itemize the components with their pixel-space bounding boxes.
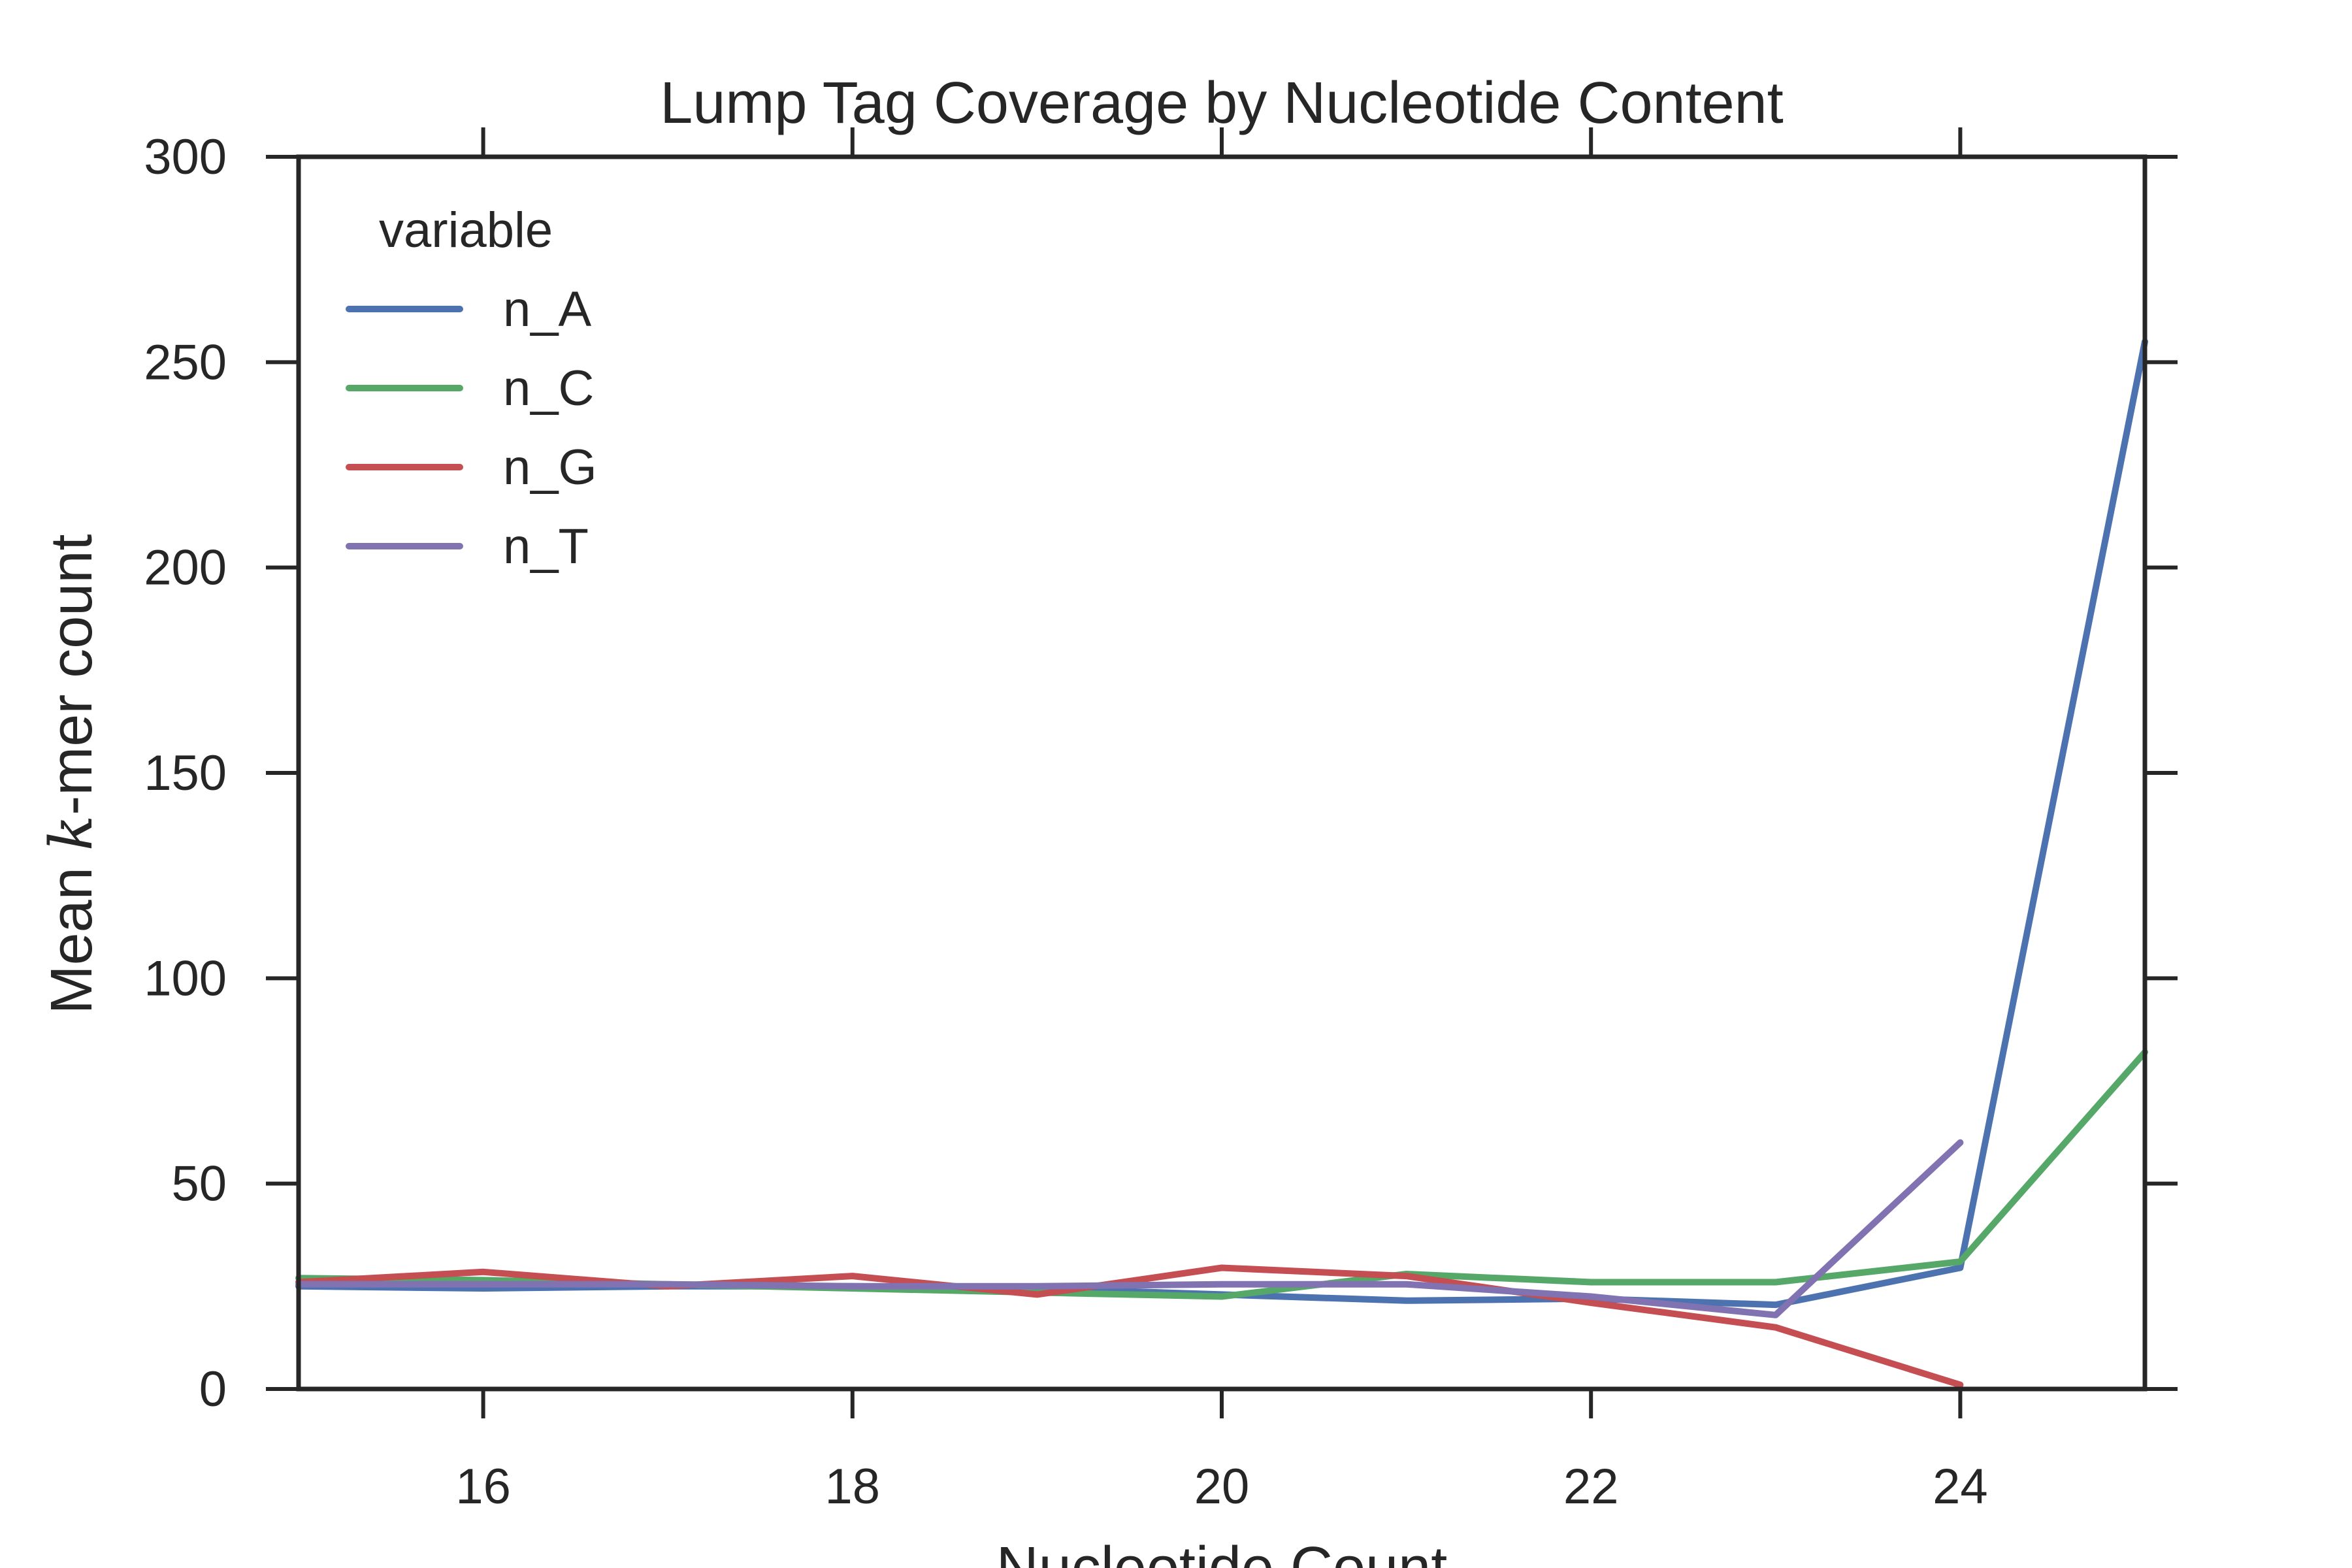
axis-ticks: 16 18 20 22 24 0 50 100 150 200 250 300 [144, 127, 2178, 1514]
y-tick-label-200: 200 [144, 540, 227, 596]
y-axis-label-k: k [37, 815, 106, 851]
y-tick-label-100: 100 [144, 951, 227, 1006]
y-axis-label-suffix: -mer count [39, 534, 105, 815]
y-tick-label-50: 50 [171, 1156, 227, 1212]
y-tick-label-250: 250 [144, 335, 227, 390]
y-tick-label-0: 0 [199, 1362, 227, 1417]
x-tick-label-20: 20 [1194, 1459, 1250, 1514]
x-tick-label-18: 18 [825, 1459, 881, 1514]
series-line-n_G [295, 1264, 1964, 1388]
y-tick-label-300: 300 [144, 129, 227, 185]
series-line-n_C [295, 1049, 2148, 1300]
legend-title: variable [379, 203, 553, 258]
x-tick-label-16: 16 [455, 1459, 511, 1514]
y-axis-label-prefix: Mean [39, 851, 105, 1014]
y-tick-label-150: 150 [144, 745, 227, 801]
plot-frame [296, 154, 2148, 1392]
legend-label-n_A: n_A [503, 282, 592, 337]
x-tick-label-22: 22 [1563, 1459, 1619, 1514]
legend-label-n_T: n_T [503, 519, 589, 574]
x-axis-label: Nucleotide Count [996, 1535, 1447, 1568]
x-tick-label-24: 24 [1933, 1459, 1988, 1514]
chart-title: Lump Tag Coverage by Nucleotide Content [660, 71, 1783, 136]
y-axis-label: Mean k-mer count [37, 534, 106, 1015]
plot-area [295, 154, 2148, 1392]
legend-label-n_C: n_C [503, 361, 594, 416]
legend: variable n_A n_C n_G n_T [346, 203, 597, 574]
series-line-n_T [295, 1139, 1964, 1318]
legend-label-n_G: n_G [503, 440, 597, 495]
